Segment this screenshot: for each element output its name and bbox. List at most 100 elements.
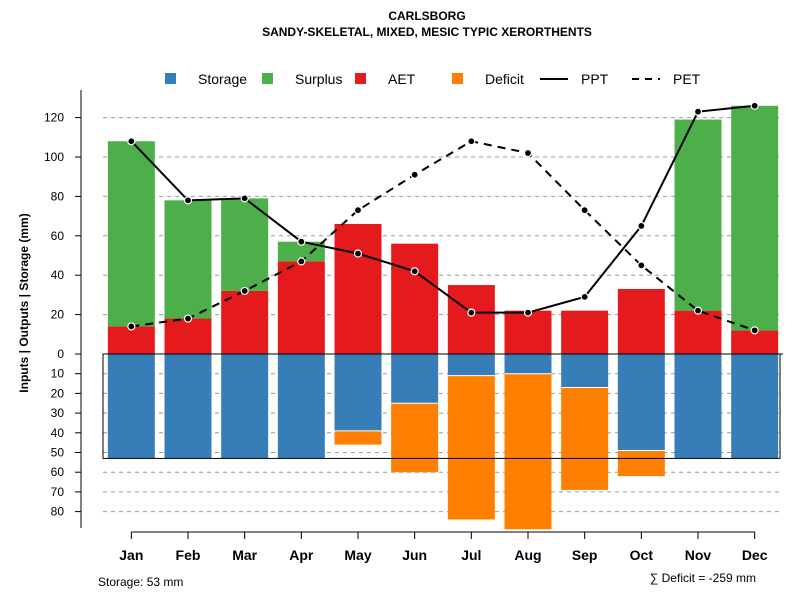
ppt-point	[353, 249, 363, 258]
pet-point	[467, 137, 476, 146]
y-tick-label: 10	[51, 367, 65, 381]
axes: 0 20 40 60 80 100 120 10 20 30 40 50 60 70 80 Jan Feb Mar…	[44, 90, 768, 563]
deficit-bar	[617, 450, 665, 477]
chart-subtitle: SANDY-SKELETAL, MIXED, MESIC TYPIC XEROR…	[262, 25, 592, 39]
pet-line	[131, 140, 755, 332]
x-tick-label: Oct	[630, 547, 654, 563]
aet-bar	[391, 243, 439, 354]
aet-bar	[447, 285, 495, 354]
y-tick-label: 80	[51, 189, 65, 203]
y-axis-label: Inputs | Outputs | Storage (mm)	[17, 213, 31, 392]
y-tick-label: 100	[44, 150, 64, 164]
x-tick-label: Aug	[514, 547, 541, 563]
deficit-note: ∑ Deficit = -259 mm	[650, 571, 756, 585]
pet-point	[580, 206, 589, 215]
bars	[102, 105, 783, 530]
y-tick-label: 20	[51, 386, 65, 400]
legend-swatch-deficit	[452, 73, 463, 84]
y-tick-label: 60	[51, 465, 65, 479]
storage-bar	[107, 354, 155, 459]
pet-point	[750, 326, 759, 335]
x-tick-label: May	[344, 547, 371, 563]
deficit-bar	[447, 375, 495, 520]
aet-bar	[504, 310, 552, 354]
ppt-point	[183, 196, 193, 205]
legend-swatch-storage	[165, 73, 176, 84]
storage-bar	[731, 354, 779, 459]
x-tick-label: Nov	[685, 547, 712, 563]
ppt-point	[297, 237, 306, 246]
storage-bar	[277, 354, 325, 459]
aet-bar	[674, 310, 722, 354]
y-tick-label: 80	[51, 505, 65, 519]
storage-bar	[447, 354, 495, 376]
y-tick-label: 30	[51, 406, 65, 420]
x-tick-label: Dec	[742, 547, 768, 563]
legend-label-aet: AET	[388, 71, 416, 87]
x-tick-label: Sep	[572, 547, 598, 563]
y-tick-label: 50	[51, 446, 65, 460]
y-tick-label: 0	[57, 347, 64, 361]
aet-bar	[107, 326, 155, 354]
surplus-bar	[107, 141, 155, 327]
pet-point	[127, 322, 136, 331]
x-tick-label: Feb	[176, 547, 201, 563]
surplus-bar	[674, 119, 722, 311]
storage-note: Storage: 53 mm	[98, 575, 183, 589]
pet-point	[353, 206, 363, 215]
storage-bar	[221, 354, 269, 459]
legend-swatch-surplus	[262, 73, 273, 84]
deficit-bar	[504, 373, 552, 530]
deficit-bar	[391, 403, 439, 473]
aet-bar	[221, 290, 269, 354]
pet-point	[693, 306, 703, 315]
y-tick-label: 20	[51, 308, 65, 322]
x-tick-label: Jul	[461, 547, 481, 563]
pet-point	[637, 261, 646, 270]
pet-point	[523, 148, 533, 158]
legend-label-pet: PET	[673, 71, 701, 87]
surplus-bar	[221, 198, 269, 291]
chart-title: CARLSBORG	[388, 9, 465, 23]
x-tick-label: Jun	[402, 547, 427, 563]
x-tick-label: Jan	[119, 547, 143, 563]
series-lines	[127, 101, 759, 335]
y-tick-label: 40	[51, 426, 65, 440]
storage-capacity-box	[102, 353, 781, 459]
legend: Storage Surplus AET Deficit PPT PET	[165, 71, 701, 87]
surplus-bar	[731, 105, 779, 331]
ppt-point	[467, 308, 476, 317]
pet-point	[297, 257, 306, 266]
ppt-point	[523, 308, 533, 317]
storage-bar	[674, 354, 722, 459]
aet-bar	[617, 288, 665, 354]
aet-bar	[731, 330, 779, 354]
ppt-point	[580, 292, 589, 301]
gridlines	[103, 117, 780, 513]
ppt-point	[127, 137, 136, 146]
storage-bar	[334, 354, 382, 431]
aet-bar	[561, 310, 609, 354]
aet-bar	[277, 261, 325, 354]
storage-bar	[391, 354, 439, 404]
ppt-point	[240, 194, 249, 203]
ppt-point	[693, 107, 703, 116]
aet-bar	[334, 223, 382, 354]
pet-point	[240, 286, 249, 296]
legend-label-storage: Storage	[198, 71, 247, 87]
y-tick-label: 70	[51, 485, 65, 499]
aet-bar	[164, 318, 212, 354]
legend-label-deficit: Deficit	[485, 71, 524, 87]
storage-bar	[617, 354, 665, 451]
legend-label-surplus: Surplus	[295, 71, 342, 87]
surplus-bar	[277, 241, 325, 262]
deficit-bar	[334, 430, 382, 445]
pet-point	[183, 314, 193, 323]
y-tick-label: 40	[51, 268, 65, 282]
ppt-line	[130, 104, 755, 314]
storage-bar	[561, 354, 609, 388]
deficit-bar	[561, 387, 609, 490]
ppt-point	[410, 267, 419, 276]
storage-bar	[164, 354, 212, 459]
